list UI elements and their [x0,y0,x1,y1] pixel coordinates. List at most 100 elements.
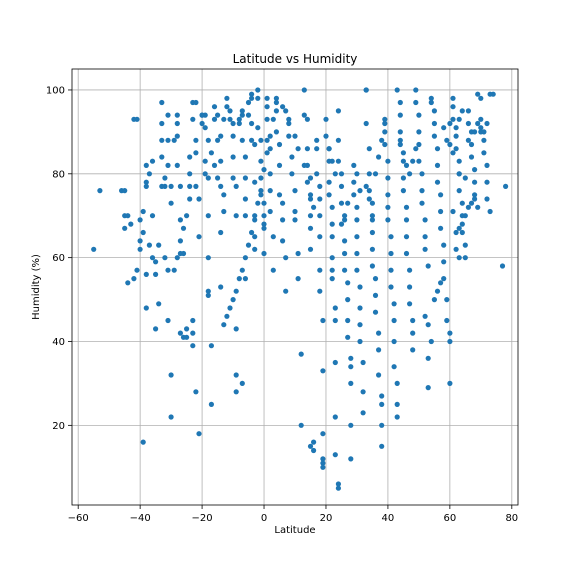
data-point [351,192,357,198]
data-point [410,158,416,164]
data-point [239,108,245,114]
data-point [422,217,428,223]
data-point [320,368,326,374]
data-point [391,364,397,370]
data-point [326,179,332,185]
data-point [208,343,214,349]
data-point [441,259,447,265]
data-point [472,196,478,202]
data-point [388,267,394,273]
data-point [137,238,143,244]
data-point [122,225,128,231]
data-point [162,255,168,261]
data-point [472,129,478,135]
data-point [397,129,403,135]
data-point [438,280,444,286]
data-point [434,162,441,168]
data-point [388,234,394,240]
data-point [218,158,224,164]
data-point [218,229,224,236]
data-point [453,133,459,139]
data-point [153,326,159,332]
data-point [403,234,410,240]
data-point [190,116,196,122]
data-point [233,326,239,332]
data-point [233,288,239,294]
data-point [224,313,230,319]
data-point [484,196,490,202]
data-point [301,112,307,118]
data-point [202,158,208,164]
data-point [342,238,348,244]
data-point [369,263,375,269]
data-point [280,200,286,206]
data-point [456,225,462,231]
data-point [503,183,509,189]
data-point [453,125,459,131]
y-tick-label: 100 [46,85,65,96]
data-point [146,242,152,248]
data-point [348,355,354,361]
data-point [354,234,360,240]
data-point [366,146,372,152]
data-point [295,276,301,282]
data-point [224,95,230,101]
data-point [264,95,270,101]
data-point [419,188,425,194]
data-point [453,246,459,252]
data-point [354,171,360,177]
data-point [472,167,478,173]
y-tick-label: 80 [52,169,65,180]
data-point [276,192,283,198]
data-point [143,179,149,185]
data-point [122,188,128,194]
data-point [468,200,475,206]
data-point [385,204,391,210]
data-point [338,200,345,206]
data-point [357,338,363,345]
data-point [438,225,444,231]
data-point [317,196,323,202]
data-point [431,297,437,303]
data-point [242,154,248,160]
data-point [218,284,224,290]
data-point [134,267,140,273]
x-tick-label: −60 [68,513,89,524]
data-point [307,213,314,219]
data-point [335,137,341,143]
data-point [345,200,351,206]
data-point [391,301,397,307]
data-point [301,87,307,93]
data-point [320,464,326,470]
data-point [242,255,248,261]
data-point [475,120,481,127]
data-point [264,116,270,122]
data-point [475,91,481,97]
data-point [431,108,437,114]
data-point [369,200,375,206]
data-point [400,158,406,164]
data-point [255,87,261,93]
data-point [156,301,162,307]
data-point [385,175,391,181]
data-point [335,158,341,164]
data-point [360,410,366,416]
data-point [215,175,221,181]
data-point [218,133,224,139]
data-point [180,225,187,231]
data-point [394,401,400,407]
data-point [261,225,267,231]
data-point [338,221,345,227]
data-point [301,162,307,168]
data-point [431,133,437,139]
data-point [391,317,397,324]
data-point [149,213,156,219]
data-point [456,171,462,177]
data-point [462,242,468,248]
data-point [264,150,270,156]
data-point [372,171,379,177]
data-point [403,250,410,257]
data-point [450,150,456,156]
data-point [410,330,416,336]
data-point [416,158,422,164]
